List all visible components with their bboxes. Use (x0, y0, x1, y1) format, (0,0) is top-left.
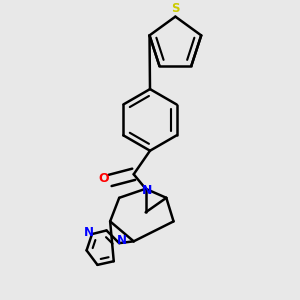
Text: N: N (117, 234, 127, 247)
Text: N: N (142, 184, 152, 197)
Text: O: O (98, 172, 109, 185)
Text: N: N (84, 226, 94, 239)
Text: S: S (171, 2, 180, 15)
